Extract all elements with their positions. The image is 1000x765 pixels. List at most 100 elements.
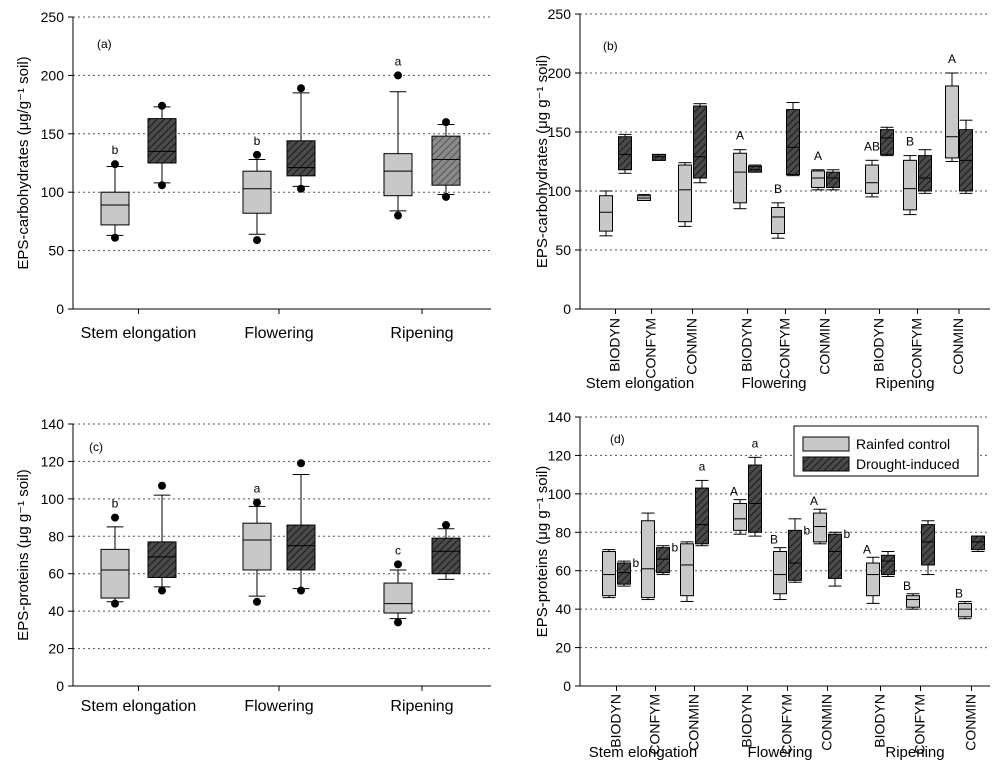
panel-b-ytick-label: 50 [555, 242, 571, 258]
panel-a-drought-box-outlier [158, 181, 166, 190]
panel-a-ytick-label: 50 [48, 243, 64, 259]
panel-b-significance-letter: A [736, 129, 744, 143]
panel-d-category-label: BIODYN [608, 694, 624, 748]
legend-rainfed-swatch [802, 436, 850, 452]
panel-a-rainfed-box [242, 170, 272, 214]
panel-a-ytick-label: 250 [41, 9, 65, 25]
panel-c-category-label: Stem elongation [81, 698, 197, 715]
panel-d-rainfed-box [733, 502, 747, 531]
panel-a-ytick-label: 100 [41, 184, 65, 200]
panel-d-category-label: CONMIN [686, 694, 702, 751]
panel-d-group-label: Stem elongation [589, 744, 697, 761]
panel-c-drought-box [147, 541, 177, 578]
panel-a-drought-box-outlier [297, 184, 305, 193]
panel-b-ytick-label: 0 [563, 301, 571, 317]
panel-d-significance-letter: b [672, 541, 679, 555]
panel-c-category-label: Ripening [390, 698, 453, 715]
panel-b-drought-box [826, 171, 840, 188]
panel-d-ytick-label: 40 [555, 601, 571, 617]
panel-d-significance-letter: b [844, 527, 851, 541]
panel-b-category-label: BIODYN [607, 318, 623, 372]
panel-b-group-label: Stem elongation [586, 375, 694, 392]
panel-c-panel-label: (c) [89, 440, 103, 454]
panel-d-rainfed-box [906, 595, 920, 608]
panel-d-significance-letter: A [810, 494, 818, 508]
panel-d-ytick-label: 80 [555, 524, 571, 540]
panel-c-rainfed-box-outlier [111, 513, 119, 522]
panel-b-drought-box [918, 155, 932, 192]
panel-a-drought-box-outlier [297, 84, 305, 93]
panel-a-category-label: Stem elongation [81, 325, 197, 342]
panel-d-drought-box [656, 547, 670, 574]
panel-d-y-axis-label: EPS-proteins (μg g⁻¹ soil) [534, 466, 551, 638]
panel-d-panel-label: (d) [610, 432, 625, 446]
panel-b-category-label: BIODYN [739, 318, 755, 372]
panel-a-ytick-label: 200 [41, 67, 65, 83]
panel-c-rainfed-box [383, 582, 413, 614]
panel-a-rainfed-box-outlier [253, 150, 261, 159]
panel-a-drought-box [286, 140, 316, 177]
panel-d-significance-letter: B [955, 586, 963, 600]
panel-c-drought-box-outlier [297, 586, 305, 595]
panel-d-drought-box [695, 487, 709, 545]
panel-d-drought-box [921, 524, 935, 566]
panel-c-rainfed-box-outlier [394, 618, 402, 627]
panel-a-chart: 0 50 100 150 200 250 EPS-carbohydrates (μg/g⁻¹… [15, 9, 491, 342]
panel-c-ytick-label: 40 [48, 603, 64, 619]
panel-b-category-label: CONMIN [684, 318, 700, 375]
panel-d-category-label: CONFYM [779, 694, 795, 755]
panel-a-rainfed-box-outlier [253, 236, 261, 245]
legend-rainfed-label: Rainfed control [856, 436, 950, 452]
panel-b-ytick-label: 250 [548, 6, 572, 22]
panel-b-rainfed-box [678, 164, 692, 223]
panel-b-group-label: Ripening [875, 375, 934, 392]
panel-b-category-label: CONFYM [643, 318, 659, 379]
panel-b-panel-label: (b) [603, 39, 618, 53]
panel-b-category-label: CONFYM [909, 318, 925, 379]
panel-b-category-label: CONMIN [817, 318, 833, 375]
panel-b-drought-box [693, 105, 707, 179]
panel-b-y-axis-label: EPS-carbohydrates (μg g⁻¹ soil) [534, 55, 551, 268]
panel-c-significance-letter: a [254, 482, 261, 496]
legend-drought-label: Drought-induced [856, 456, 960, 472]
panel-c-drought-box-outlier [442, 521, 450, 530]
panel-d-rainfed-box [866, 562, 880, 597]
panel-d-drought-box [788, 529, 802, 581]
panel-a-significance-letter: b [112, 143, 119, 157]
panel-a-category-label: Ripening [390, 325, 453, 342]
panel-a-drought-box-outlier [158, 101, 166, 110]
panel-d-rainfed-box [958, 602, 972, 618]
panel-b-drought-box [618, 136, 632, 171]
panel-a-rainfed-box-outlier [394, 211, 402, 220]
panel-b-rainfed-box [771, 207, 785, 234]
panel-b-group-label: Flowering [741, 375, 806, 392]
panel-d-drought-box [748, 464, 762, 533]
panel-b-ytick-label: 150 [548, 124, 572, 140]
panel-d-significance-letter: B [770, 533, 778, 547]
panel-d-rainfed-box [773, 551, 787, 595]
panel-c-rainfed-box-outlier [253, 498, 261, 507]
panel-d-category-label: CONMIN [963, 694, 979, 751]
panel-b-significance-letter: A [948, 52, 956, 66]
panel-c-ytick-label: 140 [41, 416, 65, 432]
panel-d-rainfed-box [813, 512, 827, 543]
panel-b-significance-letter: B [906, 135, 914, 149]
panel-d-ytick-label: 100 [548, 486, 572, 502]
panel-a-y-axis-label: EPS-carbohydrates (μg/g⁻¹ soil) [15, 56, 32, 269]
panel-b-rainfed-box [945, 85, 959, 159]
panel-c-rainfed-box-outlier [253, 597, 261, 606]
panel-c-y-axis-label: EPS-proteins (μg g⁻¹ soil) [15, 469, 32, 641]
panel-b-drought-box [748, 165, 762, 173]
panel-c-ytick-label: 20 [48, 641, 64, 657]
panel-a-drought-box-outlier [442, 118, 450, 127]
panel-b-rainfed-box [733, 152, 747, 204]
panel-d-rainfed-box [602, 551, 616, 597]
panel-d-group-label: Flowering [747, 744, 812, 761]
panel-d-drought-box [881, 554, 895, 576]
panel-c-drought-box [431, 537, 461, 575]
panel-a-panel-label: (a) [97, 37, 112, 51]
panel-d-category-label: CONFYM [912, 694, 928, 755]
panel-c-drought-box [286, 524, 316, 571]
panel-c-ytick-label: 120 [41, 453, 65, 469]
